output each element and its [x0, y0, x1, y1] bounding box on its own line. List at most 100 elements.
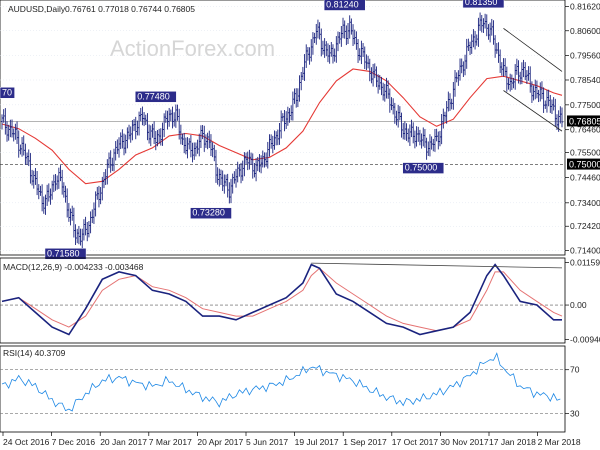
price-bar: [452, 81, 455, 110]
price-bar: [127, 124, 131, 140]
price-bar: [229, 178, 233, 204]
price-bar: [149, 125, 152, 147]
price-bar: [129, 126, 132, 143]
svg-text:0.75000: 0.75000: [405, 163, 438, 173]
price-bar: [124, 134, 127, 154]
price-bar: [106, 159, 109, 185]
price-bar: [545, 90, 549, 113]
price-bar: [55, 175, 59, 190]
price-bar: [488, 22, 492, 43]
price-bar: [396, 104, 400, 128]
x-tick-label: 7 Dec 2016: [52, 437, 96, 447]
x-tick-label: 1 Sep 2017: [343, 437, 387, 447]
price-bar: [244, 152, 248, 164]
pivot-label: 0.81350: [462, 0, 505, 9]
x-axis: 24 Oct 2016 7 Dec 2016 20 Jan 2017 7 Mar 20…: [2, 432, 581, 447]
price-bar: [398, 106, 402, 121]
price-bar: [503, 58, 507, 76]
price-bar: [508, 73, 512, 92]
price-bar: [42, 196, 45, 214]
price-bar: [116, 139, 119, 155]
price-bar: [400, 112, 403, 138]
price-bar: [463, 54, 467, 76]
price-bar: [176, 104, 179, 121]
price-bar: [241, 160, 244, 181]
price-bar: [345, 25, 348, 46]
price-bar: [438, 130, 442, 147]
price-bar: [343, 20, 346, 39]
price-bar: [348, 15, 351, 39]
x-tick-label: 24 Oct 2016: [3, 437, 50, 447]
price-bar: [20, 137, 24, 157]
x-tick-label: 19 Jul 2017: [295, 437, 339, 447]
price-tick-label: 0.72420: [570, 221, 600, 231]
price-bar: [27, 149, 30, 167]
price-bar: [493, 35, 497, 58]
price-bar: [131, 120, 134, 141]
price-bar: [532, 85, 535, 101]
price-bar: [487, 24, 490, 40]
price-tick-label: 0.79560: [570, 51, 600, 61]
price-panel: 0.71580 0.77480 0.73280 0.81240 0.75000 0.813…: [0, 0, 600, 260]
price-bar: [206, 132, 209, 150]
price-bar: [560, 107, 564, 128]
svg-text:0.76805: 0.76805: [569, 116, 600, 126]
price-bar: [189, 135, 193, 158]
price-bar: [420, 133, 423, 149]
pivot-label: 0.73280: [190, 207, 232, 219]
price-bar: [9, 119, 12, 138]
macd-divergence-line: [311, 262, 563, 269]
price-bar: [425, 137, 428, 160]
price-bar: [121, 129, 124, 149]
price-bar: [450, 98, 453, 110]
price-bar: [465, 38, 468, 69]
price-bar: [505, 66, 509, 92]
price-bar: [473, 30, 477, 50]
price-bar: [535, 80, 539, 99]
trend-channel: [503, 28, 563, 132]
price-bar: [373, 63, 376, 79]
price-bar: [455, 72, 458, 83]
price-bar: [445, 101, 448, 124]
price-tick-label: 0.78540: [570, 75, 600, 85]
price-bar: [457, 70, 460, 86]
price-bar: [96, 186, 99, 200]
price-bar: [137, 111, 141, 136]
x-tick-label: 17 Oct 2017: [392, 437, 439, 447]
price-bar: [353, 29, 356, 45]
price-bar: [395, 110, 398, 126]
x-tick-label: 20 Apr 2017: [197, 437, 243, 447]
svg-text:0.73280: 0.73280: [192, 208, 225, 218]
pivot-label: 0.77480: [134, 91, 177, 103]
price-bar: [432, 138, 435, 152]
price-bar: [440, 113, 443, 145]
price-bar: [87, 220, 91, 238]
price-bar: [443, 111, 447, 122]
price-bar: [401, 122, 405, 140]
price-bar: [69, 208, 72, 226]
price-bar: [502, 58, 505, 77]
price-bar: [79, 228, 82, 246]
price-bar: [216, 167, 219, 185]
x-tick-label: 5 Jun 2017: [246, 437, 288, 447]
rsi-tick-label: 70: [570, 365, 580, 375]
pivot-label: 0.81240: [323, 0, 366, 11]
price-bar: [246, 151, 249, 171]
price-bar: [540, 81, 544, 100]
rsi-panel-frame: [0, 345, 566, 433]
price-bar: [141, 106, 144, 126]
price-box-label: 0.76805: [567, 115, 600, 127]
price-bar: [524, 62, 527, 81]
price-bar: [32, 170, 35, 189]
svg-text:0.77480: 0.77480: [137, 91, 170, 101]
price-bar: [323, 38, 326, 58]
price-tick-label: 0.80600: [570, 26, 600, 36]
price-bar: [453, 70, 457, 97]
rsi-tick-label: 30: [570, 409, 580, 419]
price-bar: [462, 61, 465, 78]
price-tick-label: 0.73400: [570, 198, 600, 208]
price-bar: [370, 67, 373, 84]
price-tick-label: 0.74460: [570, 172, 600, 182]
price-bar: [361, 43, 365, 57]
